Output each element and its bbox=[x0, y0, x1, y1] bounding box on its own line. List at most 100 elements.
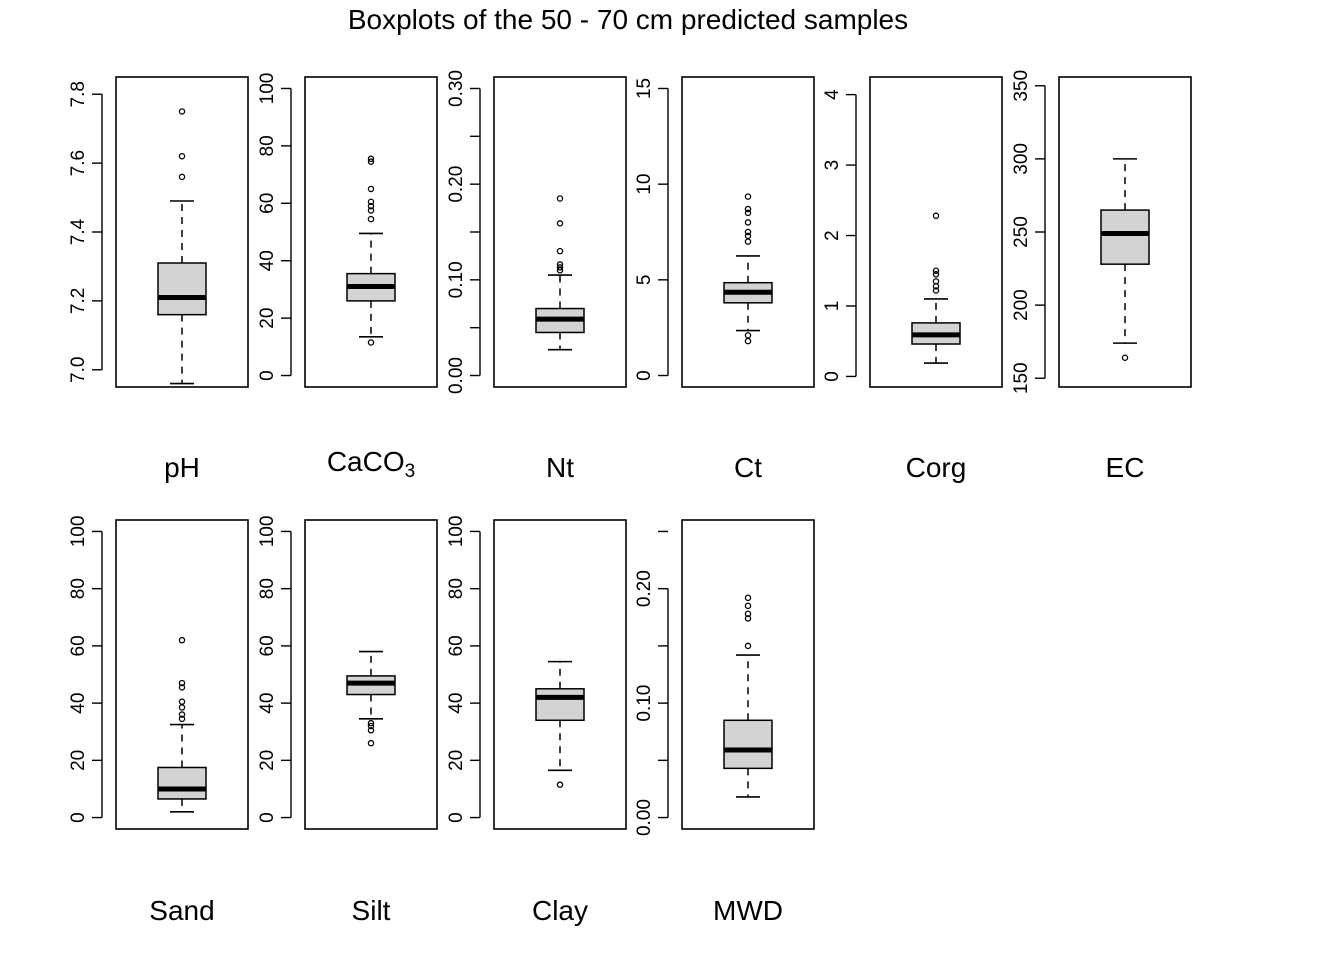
outlier-point bbox=[744, 193, 752, 200]
panel-frame bbox=[681, 519, 815, 830]
outlier-point bbox=[744, 594, 752, 602]
iqr-box bbox=[157, 766, 207, 800]
y-tick-label: 0.30 bbox=[446, 70, 467, 107]
y-tick-label: 60 bbox=[68, 635, 89, 656]
panel-ec: 150 200 250 300 350 bbox=[1011, 70, 1192, 394]
outlier-point bbox=[178, 108, 186, 115]
panel-frame bbox=[681, 76, 815, 388]
panel-frame bbox=[115, 76, 249, 388]
outlier-point bbox=[178, 152, 186, 160]
outlier-point bbox=[744, 228, 752, 236]
panel-label-text: Silt bbox=[351, 895, 391, 926]
y-tick-label: 40 bbox=[68, 693, 89, 714]
y-tick-label: 7.4 bbox=[68, 218, 89, 245]
panel-label-text: pH bbox=[164, 452, 200, 483]
outlier-point bbox=[367, 207, 375, 214]
y-tick-label: 0 bbox=[257, 812, 278, 823]
outlier-point bbox=[367, 722, 375, 730]
outlier-point bbox=[932, 287, 940, 294]
y-tick-label: 7.2 bbox=[68, 288, 89, 314]
panel-label-corg: Corg bbox=[836, 452, 1036, 484]
panel-label-text: MWD bbox=[713, 895, 783, 926]
y-tick-label: 20 bbox=[257, 308, 278, 329]
y-tick-label: 7.6 bbox=[68, 150, 89, 176]
panel-label-silt: Silt bbox=[271, 895, 471, 927]
iqr-box bbox=[157, 262, 207, 316]
y-tick-label: 60 bbox=[257, 193, 278, 214]
panel-label-text: Sand bbox=[149, 895, 215, 926]
y-tick-label: 0.00 bbox=[446, 357, 467, 394]
y-tick-label: 100 bbox=[257, 516, 278, 548]
panel-frame bbox=[304, 76, 438, 388]
outlier-point bbox=[932, 278, 940, 285]
y-tick-label: 0 bbox=[446, 812, 467, 823]
panel-mwd: 0.00 0.10 0.20 bbox=[634, 519, 815, 836]
y-tick-label: 80 bbox=[68, 578, 89, 599]
panel-label-ct: Ct bbox=[648, 452, 848, 484]
panel-ph: 7.0 7.2 7.4 7.6 7.8 bbox=[68, 76, 249, 388]
outlier-point bbox=[367, 719, 375, 727]
panel-label-ec: EC bbox=[1025, 452, 1225, 484]
outlier-point bbox=[744, 610, 752, 618]
y-tick-label: 7.8 bbox=[68, 81, 89, 107]
y-tick-label: 4 bbox=[822, 89, 843, 100]
y-tick-label: 250 bbox=[1011, 216, 1032, 248]
iqr-box bbox=[1100, 209, 1150, 265]
outlier-point bbox=[556, 264, 564, 271]
panel-label-text: Ct bbox=[734, 452, 762, 483]
y-tick-label: 0.10 bbox=[634, 685, 655, 722]
panel-sand: 0 20 40 60 80 100 bbox=[68, 516, 249, 830]
y-tick-label: 3 bbox=[822, 160, 843, 171]
outlier-point bbox=[932, 267, 940, 274]
y-tick-label: 0.00 bbox=[634, 799, 655, 836]
outlier-point bbox=[556, 261, 564, 268]
panel-label-text: Clay bbox=[531, 895, 588, 926]
iqr-box bbox=[723, 719, 773, 770]
y-tick-label: 0 bbox=[68, 812, 89, 823]
panel-label-text: CaCO bbox=[326, 446, 405, 477]
outlier-point bbox=[556, 781, 564, 788]
panel-frame bbox=[304, 519, 438, 830]
panel-nt: 0.00 0.10 0.20 0.30 bbox=[446, 70, 627, 394]
y-tick-label: 100 bbox=[257, 73, 278, 105]
panel-frame bbox=[493, 519, 627, 830]
panel-label-sand: Sand bbox=[82, 895, 282, 927]
outlier-point bbox=[367, 339, 375, 346]
y-tick-label: 80 bbox=[257, 135, 278, 156]
y-tick-label: 0 bbox=[634, 370, 655, 381]
outlier-point bbox=[367, 198, 375, 206]
outlier-point bbox=[556, 195, 564, 202]
panel-silt: 0 20 40 60 80 100 bbox=[257, 516, 438, 830]
y-tick-label: 10 bbox=[634, 174, 655, 195]
panel-label-text: EC bbox=[1105, 452, 1145, 483]
outlier-point bbox=[367, 739, 375, 747]
outlier-point bbox=[367, 727, 375, 734]
outlier-point bbox=[367, 215, 375, 223]
y-tick-label: 1 bbox=[822, 301, 843, 312]
panel-label-ph: pH bbox=[82, 452, 282, 484]
outlier-point bbox=[744, 219, 752, 226]
chart-title: Boxplots of the 50 - 70 cm predicted sam… bbox=[347, 4, 909, 35]
outlier-point bbox=[178, 698, 186, 705]
y-tick-label: 60 bbox=[446, 635, 467, 656]
panel-label-caco: CaCO3 bbox=[271, 446, 471, 483]
y-tick-label: 0 bbox=[257, 370, 278, 381]
panel-frame bbox=[1058, 76, 1192, 388]
panel-label-subscript: 3 bbox=[404, 461, 416, 482]
outlier-point bbox=[367, 202, 375, 210]
outlier-point bbox=[178, 173, 186, 181]
outlier-point bbox=[178, 704, 186, 711]
y-tick-label: 100 bbox=[68, 516, 89, 548]
outlier-point bbox=[178, 711, 186, 718]
panel-caco: 0 20 40 60 80 100 bbox=[257, 73, 438, 388]
outlier-point bbox=[178, 636, 186, 644]
outlier-point bbox=[744, 209, 752, 217]
panel-frame bbox=[869, 76, 1003, 388]
outlier-point bbox=[556, 220, 564, 227]
y-tick-label: 15 bbox=[634, 78, 655, 99]
panel-ct: 0 5 10 15 bbox=[634, 76, 815, 388]
panel-label-mwd: MWD bbox=[648, 895, 848, 927]
outlier-point bbox=[744, 205, 752, 213]
y-tick-label: 0.20 bbox=[634, 570, 655, 607]
